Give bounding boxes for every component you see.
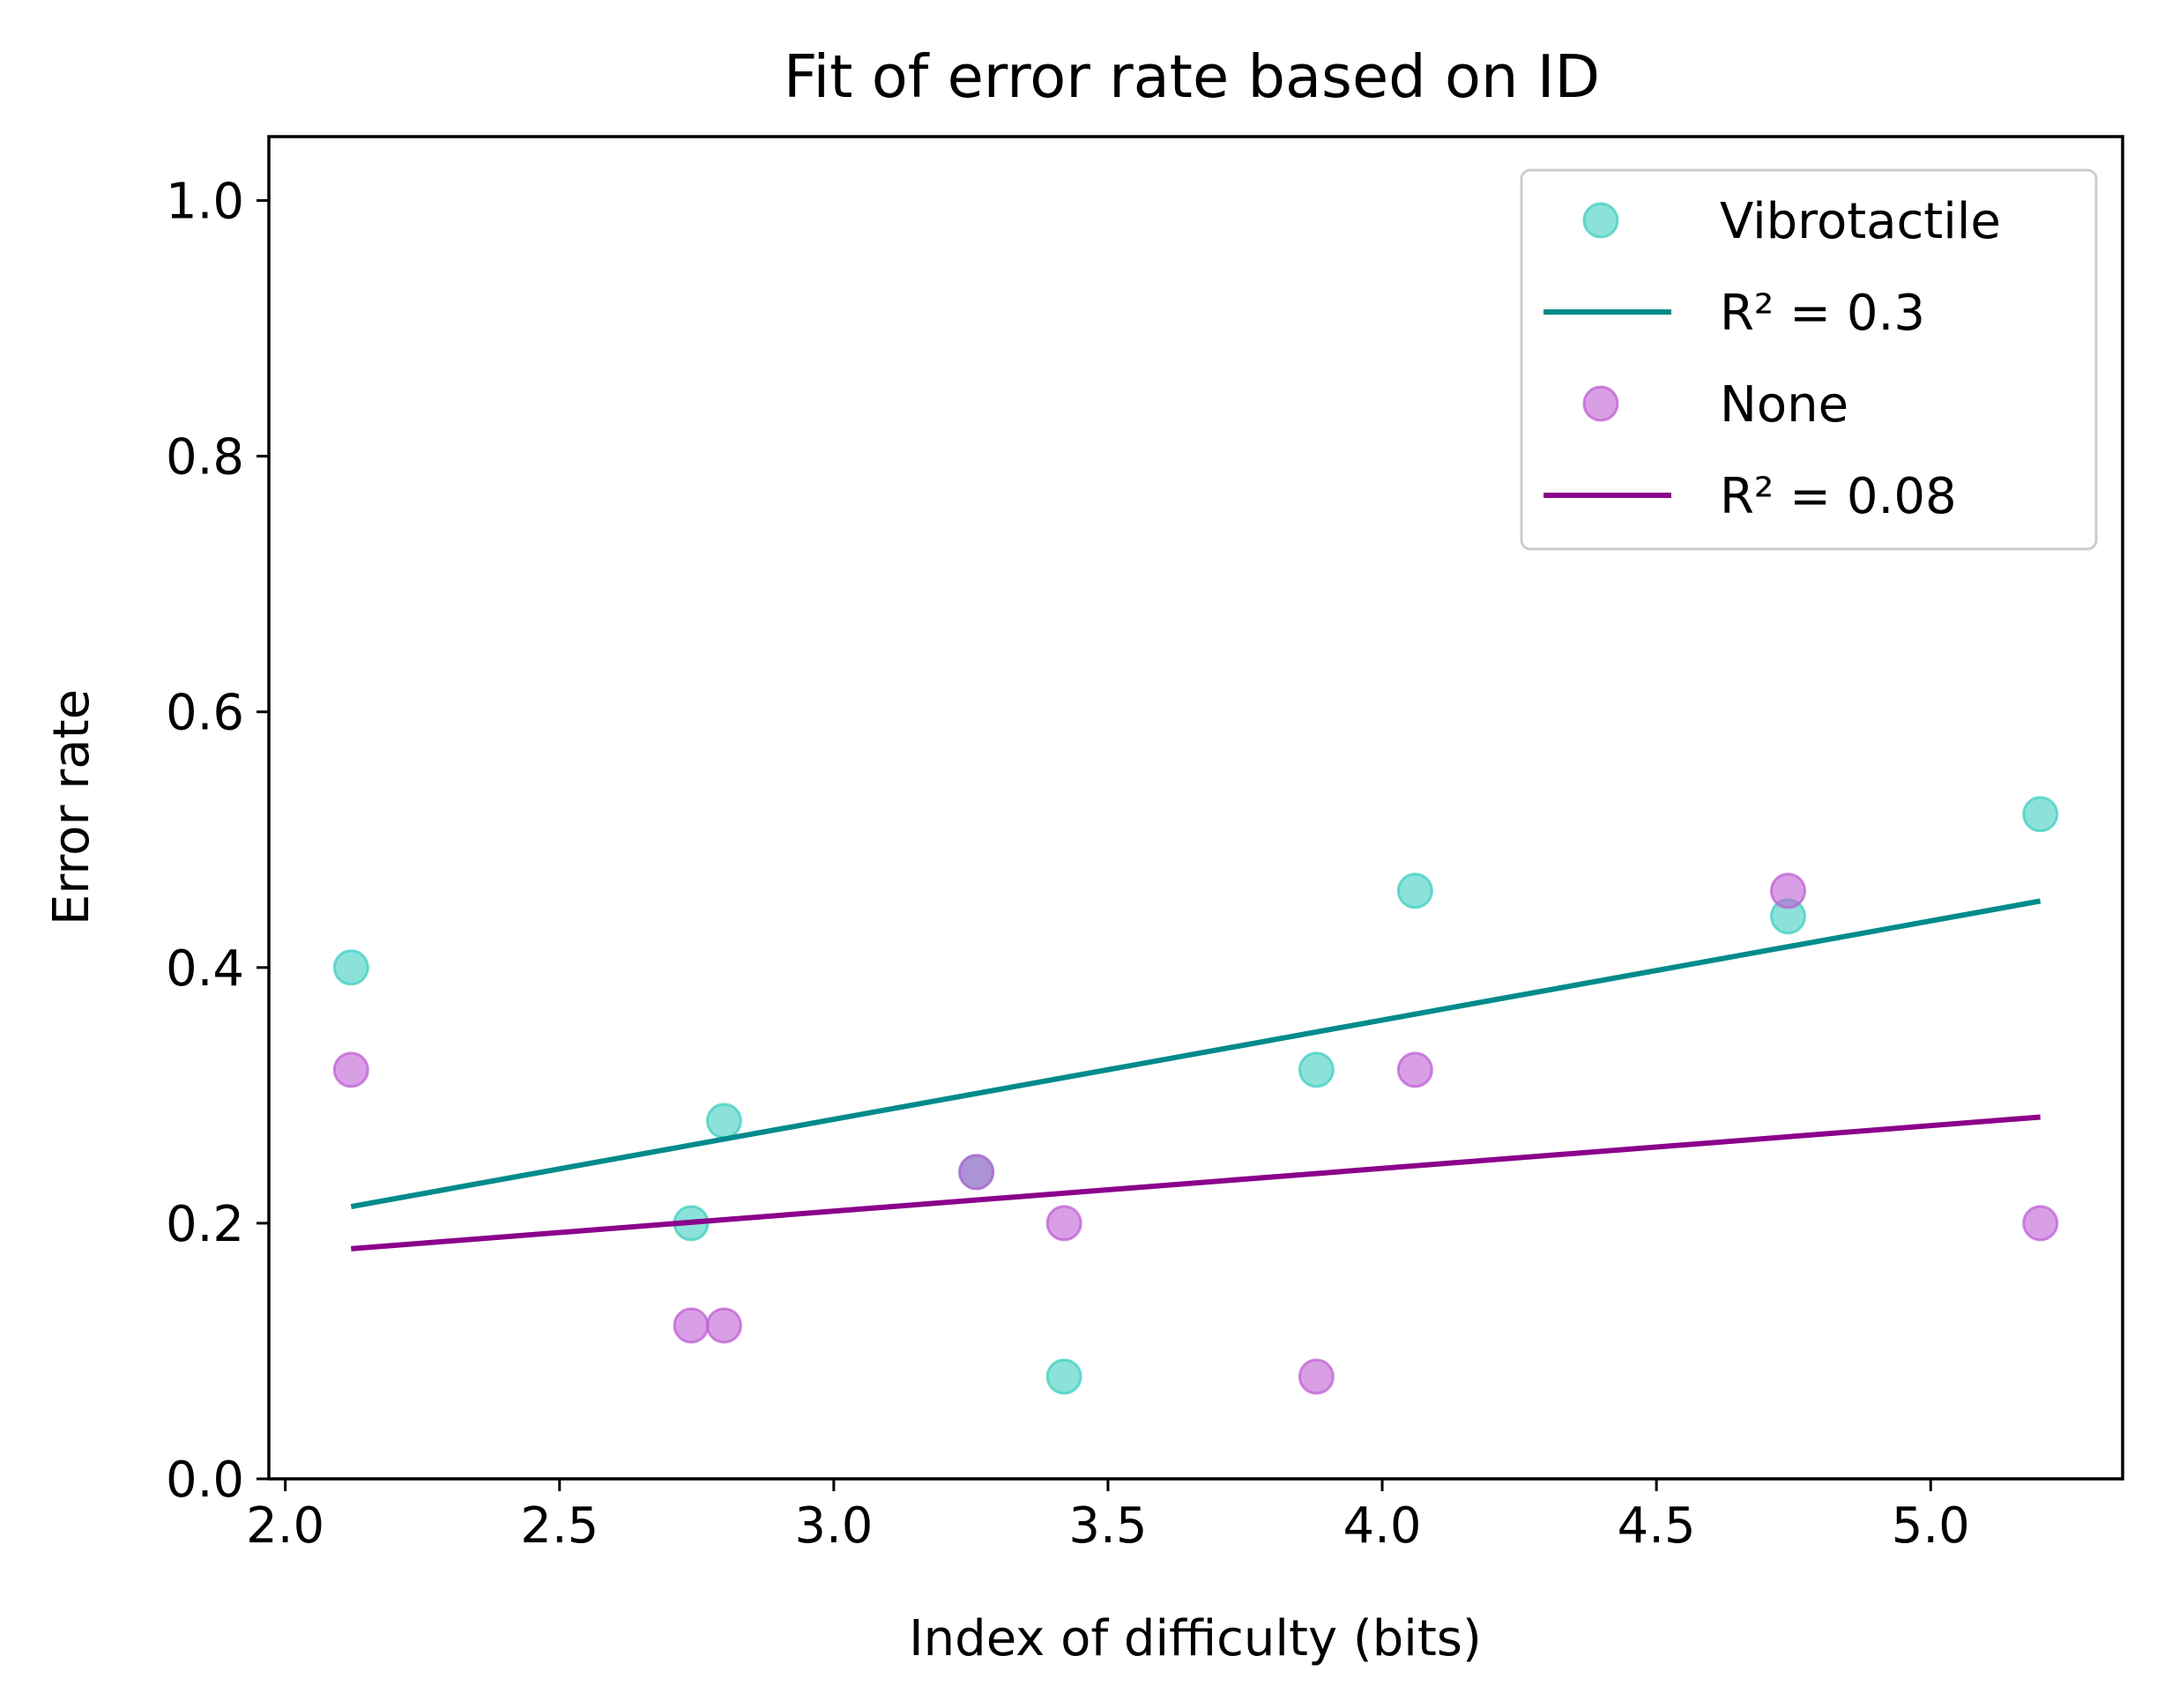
plot-frame <box>267 135 2124 1481</box>
point-none <box>1396 1051 1433 1088</box>
x-axis-label: Index of difficulty (bits) <box>909 1610 1482 1667</box>
point-none <box>1298 1358 1335 1395</box>
point-none <box>1769 873 1806 910</box>
plot-area <box>332 796 2059 1395</box>
legend-label: Vibrotactile <box>1720 193 2001 250</box>
point-vibrotactile <box>332 949 369 986</box>
x-tick-label: 2.5 <box>520 1497 599 1555</box>
point-vibrotactile <box>1396 873 1433 910</box>
legend-label: R² = 0.3 <box>1720 285 1925 342</box>
legend-marker <box>1582 385 1619 422</box>
point-vibrotactile <box>705 1103 742 1140</box>
y-tick-label: 0.0 <box>166 1452 244 1509</box>
point-none <box>673 1307 710 1344</box>
fit-line-3 <box>351 1114 2041 1251</box>
y-tick-label: 0.8 <box>166 429 244 486</box>
x-tick-label: 3.5 <box>1068 1497 1147 1555</box>
point-vibrotactile <box>1045 1358 1082 1395</box>
legend-box <box>1520 168 2098 551</box>
legend-marker <box>1582 202 1619 239</box>
legend: Vibrotactile R² = 0.3 None R² = 0.08 <box>1520 168 2098 551</box>
legend-label: None <box>1720 376 1848 434</box>
x-tick-label: 3.0 <box>794 1497 873 1555</box>
x-tick-label: 2.0 <box>246 1497 324 1555</box>
y-axis-label: Error rate <box>43 689 100 925</box>
y-tick-label: 0.6 <box>166 685 244 742</box>
point-none <box>958 1154 995 1191</box>
x-tick-label: 4.5 <box>1618 1497 1696 1555</box>
x-tick-label: 4.0 <box>1343 1497 1422 1555</box>
point-none <box>332 1051 369 1088</box>
point-none <box>2022 1205 2059 1242</box>
point-vibrotactile <box>1298 1051 1335 1088</box>
fit-line-1 <box>350 898 2042 1210</box>
point-none <box>705 1307 742 1344</box>
y-tick-label: 1.0 <box>166 174 244 231</box>
point-vibrotactile <box>2022 796 2059 833</box>
x-tick-label: 5.0 <box>1892 1497 1970 1555</box>
y-tick-label: 0.4 <box>166 940 244 998</box>
point-none <box>1045 1205 1082 1242</box>
axis-ticks: 2.0 2.5 3.0 3.5 4.0 4.5 5.0 0.0 0.2 0.4 0.6 0.8 1.0 <box>166 174 1970 1555</box>
y-tick-label: 0.2 <box>166 1196 244 1253</box>
legend-label: R² = 0.08 <box>1720 468 1957 525</box>
chart-title: Fit of error rate based on ID <box>784 42 1600 111</box>
